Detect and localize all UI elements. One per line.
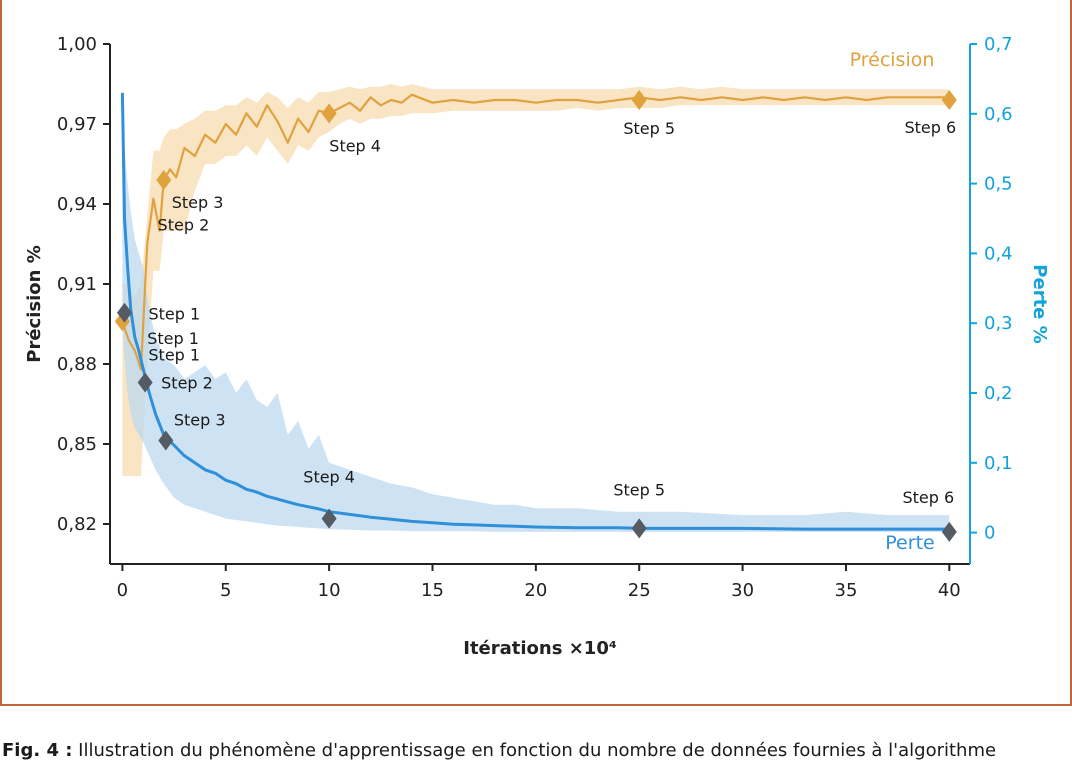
- precision-marker: [941, 90, 957, 110]
- chart: 0 5 10 15 20 25 30 35 40 1,00 0,97 0,94 0,91 0,88 0,8…: [24, 34, 1050, 659]
- x-tick-label: 35: [835, 580, 858, 601]
- loss-marker: [941, 521, 957, 542]
- band-precision: [122, 84, 950, 476]
- loss-step-label: Step 2: [161, 374, 213, 393]
- figure-frame: [0, 0, 1072, 706]
- loss-step-label: Step 1: [148, 305, 200, 324]
- loss-step-label: Step 6: [902, 488, 954, 507]
- figure-caption: Fig. 4 : Illustration du phénomène d'app…: [2, 740, 1068, 772]
- y-right-tick-label: 0,4: [984, 243, 1013, 264]
- x-tick-label: 40: [938, 580, 961, 601]
- y-left-tick-label: 0,94: [57, 194, 97, 215]
- y-right-tick-label: 0,2: [984, 383, 1013, 404]
- precision-step-label: Step 4: [329, 136, 381, 155]
- y-left-tick-label: 1,00: [57, 34, 97, 55]
- y-right-tick-label: 0,3: [984, 313, 1013, 334]
- y-right-tick-label: 0,7: [984, 34, 1013, 55]
- x-tick-label: 30: [731, 580, 754, 601]
- caption-prefix: Fig. 4 :: [2, 740, 73, 761]
- band-loss: [122, 92, 950, 532]
- series-label-precision: Précision: [850, 49, 935, 71]
- loss-step-label: Step 3: [174, 410, 226, 429]
- line-precision: [121, 93, 950, 371]
- y-left-tick-label: 0,97: [57, 114, 97, 135]
- precision-step-label: Step 5: [623, 119, 675, 138]
- precision-step-label: Step 3: [172, 193, 224, 212]
- precision-step-label: Step 1: [148, 345, 200, 364]
- x-tick-label: 25: [628, 580, 651, 601]
- precision-marker: [156, 170, 172, 190]
- precision-marker: [321, 103, 337, 124]
- loss-marker: [116, 302, 132, 323]
- x-tick-label: 0: [117, 580, 128, 601]
- y-right-tick-label: 0,1: [984, 453, 1013, 474]
- y-axis-right-label: Perte %: [1029, 264, 1050, 343]
- x-tick-label: 5: [220, 580, 231, 601]
- x-tick-label: 20: [524, 580, 547, 601]
- y-right-tick-label: 0,6: [984, 104, 1013, 125]
- precision-step-label: Step 6: [904, 118, 956, 137]
- loss-step-label: Step 5: [613, 480, 665, 499]
- precision-marker: [631, 90, 647, 110]
- y-right-tick-label: 0,5: [984, 174, 1013, 195]
- x-axis-label: Itérations ×10⁴: [463, 638, 617, 659]
- loss-marker: [137, 372, 153, 393]
- y-left-tick-label: 0,85: [57, 434, 97, 455]
- loss-step-label-secondary: Step 1: [147, 329, 199, 348]
- y-right-tick-label: 0: [984, 523, 995, 544]
- y-left-tick-label: 0,82: [57, 514, 97, 535]
- caption-text: Illustration du phénomène d'apprentissag…: [72, 740, 997, 761]
- y-left-tick-label: 0,91: [57, 274, 97, 295]
- series-label-loss: Perte: [885, 532, 934, 554]
- x-tick-label: 10: [318, 580, 341, 601]
- loss-marker: [158, 430, 174, 451]
- loss-step-label: Step 4: [303, 468, 355, 487]
- loss-marker: [631, 518, 647, 539]
- precision-step-label: Step 2: [158, 216, 210, 235]
- x-tick-label: 15: [421, 580, 444, 601]
- loss-marker: [321, 508, 337, 529]
- y-left-tick-label: 0,88: [57, 354, 97, 375]
- y-axis-left-label: Précision %: [24, 245, 45, 362]
- line-loss: [120, 92, 950, 531]
